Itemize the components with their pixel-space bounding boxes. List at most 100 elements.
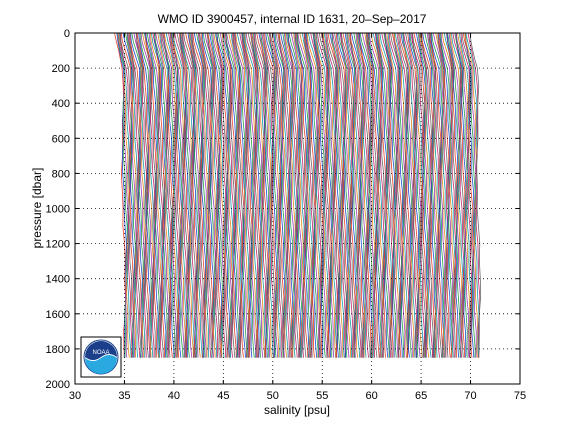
- profile-line: [155, 32, 169, 358]
- profile-line: [331, 32, 342, 358]
- y-tick-label: 600: [52, 133, 70, 145]
- x-tick-label: 55: [316, 390, 328, 402]
- x-axis-label: salinity [psu]: [264, 403, 330, 417]
- profile-line: [451, 32, 464, 358]
- profile-line: [136, 32, 151, 358]
- profile-line: [314, 32, 328, 358]
- profile-line: [199, 32, 213, 358]
- profile-line: [280, 32, 294, 358]
- profile-line: [163, 32, 175, 358]
- profile-line: [212, 32, 225, 358]
- profile-line: [469, 32, 482, 358]
- profile-line: [189, 32, 203, 358]
- profile-line: [465, 32, 476, 358]
- profile-line: [117, 32, 128, 358]
- profile-line: [269, 32, 284, 358]
- profile-line: [264, 32, 277, 358]
- x-tick-label: 35: [118, 390, 130, 402]
- profile-line: [190, 32, 204, 358]
- profile-line: [326, 32, 339, 358]
- profile-line: [202, 32, 216, 358]
- noaa-logo: NOAA: [80, 336, 122, 378]
- profile-line: [193, 32, 207, 358]
- profile-line: [403, 32, 414, 358]
- profile-line: [278, 32, 290, 358]
- profile-line: [138, 32, 151, 358]
- profile-line: [120, 32, 134, 358]
- y-axis-label: pressure [dbar]: [30, 168, 44, 249]
- profile-line: [429, 32, 442, 358]
- profile-line: [307, 32, 321, 358]
- profile-line: [340, 32, 351, 358]
- profile-line: [128, 32, 142, 358]
- x-tick-label: 70: [464, 390, 476, 402]
- profile-line: [216, 32, 227, 358]
- profile-line: [447, 32, 457, 358]
- y-tick-label: 1400: [46, 274, 70, 286]
- y-tick-label: 1000: [46, 204, 70, 216]
- profile-line: [376, 32, 390, 358]
- profile-line: [278, 32, 289, 358]
- profile-line: [441, 32, 455, 358]
- profile-line: [172, 32, 185, 358]
- profile-line: [322, 32, 333, 358]
- profile-line: [387, 32, 400, 358]
- profile-line: [336, 32, 349, 358]
- profile-line: [370, 32, 384, 358]
- profile-line: [296, 32, 309, 358]
- grid: [75, 33, 520, 384]
- profile-line: [131, 32, 144, 358]
- profile-line: [263, 32, 276, 358]
- profile-line: [269, 32, 280, 358]
- profile-line: [145, 32, 156, 358]
- profile-line: [437, 32, 449, 358]
- profile-line: [388, 32, 402, 358]
- profile-line: [271, 32, 285, 358]
- profile-line: [225, 32, 237, 358]
- profile-line: [367, 32, 381, 358]
- x-tick-label: 65: [415, 390, 427, 402]
- profile-line: [322, 32, 335, 358]
- profile-line: [420, 32, 433, 358]
- profile-line: [181, 32, 194, 358]
- profile-line: [456, 32, 467, 358]
- profile-line: [154, 32, 166, 358]
- x-tick-label: 45: [217, 390, 229, 402]
- profile-line: [359, 32, 374, 358]
- profile-line: [135, 32, 149, 358]
- profile-line: [450, 32, 463, 358]
- profile-line: [358, 32, 371, 358]
- profile-line: [322, 32, 337, 358]
- x-tick-label: 40: [168, 390, 180, 402]
- x-tick-label: 50: [267, 390, 279, 402]
- profile-line: [234, 32, 246, 358]
- logo-upper-icon: [85, 341, 117, 360]
- profile-line: [265, 32, 278, 358]
- profile-line: [394, 32, 405, 358]
- profile-line: [367, 32, 380, 358]
- profile-line: [260, 32, 274, 358]
- profile-line: [251, 32, 262, 358]
- profile-line: [394, 32, 409, 358]
- profile-line: [386, 32, 400, 358]
- profile-line: [269, 32, 281, 358]
- profile-line: [130, 32, 143, 358]
- profile-line: [200, 32, 214, 358]
- y-tick-label: 0: [64, 28, 70, 40]
- profile-line: [192, 32, 206, 358]
- profile-line: [201, 32, 214, 358]
- x-tick-label: 30: [69, 390, 81, 402]
- profile-line: [422, 32, 436, 358]
- profile-line: [146, 32, 160, 358]
- profile-line: [216, 32, 228, 358]
- profile-line: [323, 32, 337, 358]
- profile-line: [274, 32, 287, 358]
- profile-line: [260, 32, 271, 358]
- y-tick-label: 200: [52, 63, 70, 75]
- profile-line: [465, 32, 480, 358]
- y-tick-label: 1200: [46, 239, 70, 251]
- profile-line: [428, 32, 439, 358]
- x-tick-label: 60: [366, 390, 378, 402]
- profile-line: [118, 32, 132, 358]
